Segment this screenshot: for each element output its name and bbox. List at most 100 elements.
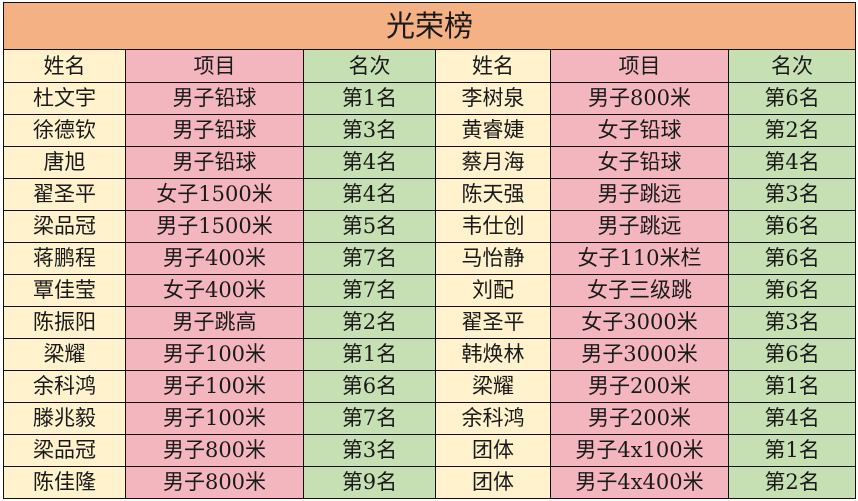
rank-cell[interactable]: 第9名 [303, 466, 436, 499]
table-row: 梁品冠 男子1500米 第5名 韦仕创 男子跳远 第6名 [3, 210, 857, 243]
header-event[interactable]: 项目 [125, 49, 304, 83]
rank-cell[interactable]: 第7名 [303, 274, 436, 307]
event-cell[interactable]: 男子跳高 [125, 306, 304, 339]
name-cell[interactable]: 韦仕创 [435, 210, 551, 243]
rank-cell[interactable]: 第5名 [303, 210, 436, 243]
name-cell[interactable]: 蔡月海 [435, 146, 551, 179]
event-cell[interactable]: 男子200米 [550, 370, 729, 403]
header-rank[interactable]: 名次 [727, 49, 857, 83]
rank-cell[interactable]: 第1名 [727, 434, 857, 467]
rank-cell[interactable]: 第3名 [303, 434, 436, 467]
header-name[interactable]: 姓名 [3, 49, 126, 83]
header-rank[interactable]: 名次 [303, 49, 436, 83]
event-cell[interactable]: 女子三级跳 [550, 274, 729, 307]
name-cell[interactable]: 翟圣平 [3, 178, 126, 211]
event-cell[interactable]: 男子铅球 [125, 82, 304, 115]
name-cell[interactable]: 团体 [435, 466, 551, 499]
name-cell[interactable]: 韩焕林 [435, 338, 551, 371]
name-cell[interactable]: 陈振阳 [3, 306, 126, 339]
name-cell[interactable]: 余科鸿 [3, 370, 126, 403]
name-cell[interactable]: 滕兆毅 [3, 402, 126, 435]
rank-cell[interactable]: 第6名 [727, 82, 857, 115]
event-cell[interactable]: 男子800米 [125, 434, 304, 467]
rank-cell[interactable]: 第1名 [727, 370, 857, 403]
header-row: 姓名 项目 名次 姓名 项目 名次 [3, 49, 857, 83]
table-row: 覃佳莹 女子400米 第7名 刘配 女子三级跳 第6名 [3, 274, 857, 307]
table-row: 滕兆毅 男子100米 第7名 余科鸿 男子200米 第4名 [3, 402, 857, 435]
rank-cell[interactable]: 第7名 [303, 402, 436, 435]
event-cell[interactable]: 男子铅球 [125, 146, 304, 179]
header-name[interactable]: 姓名 [435, 49, 551, 83]
table-row: 翟圣平 女子1500米 第4名 陈天强 男子跳远 第3名 [3, 178, 857, 211]
event-cell[interactable]: 男子100米 [125, 402, 304, 435]
rank-cell[interactable]: 第4名 [727, 146, 857, 179]
rank-cell[interactable]: 第6名 [303, 370, 436, 403]
name-cell[interactable]: 李树泉 [435, 82, 551, 115]
name-cell[interactable]: 徐德钦 [3, 114, 126, 147]
name-cell[interactable]: 马怡静 [435, 242, 551, 275]
name-cell[interactable]: 唐旭 [3, 146, 126, 179]
name-cell[interactable]: 陈天强 [435, 178, 551, 211]
table-row: 余科鸿 男子100米 第6名 梁耀 男子200米 第1名 [3, 370, 857, 403]
event-cell[interactable]: 女子110米栏 [550, 242, 729, 275]
event-cell[interactable]: 男子800米 [550, 82, 729, 115]
rank-cell[interactable]: 第6名 [727, 274, 857, 307]
table-row: 徐德钦 男子铅球 第3名 黄睿婕 女子铅球 第2名 [3, 114, 857, 147]
event-cell[interactable]: 男子4x400米 [550, 466, 729, 499]
name-cell[interactable]: 梁耀 [435, 370, 551, 403]
event-cell[interactable]: 男子铅球 [125, 114, 304, 147]
table-row: 陈振阳 男子跳高 第2名 翟圣平 女子3000米 第3名 [3, 306, 857, 339]
rank-cell[interactable]: 第6名 [727, 242, 857, 275]
table-row: 陈佳隆 男子800米 第9名 团体 男子4x400米 第2名 [3, 466, 857, 499]
name-cell[interactable]: 覃佳莹 [3, 274, 126, 307]
event-cell[interactable]: 男子跳远 [550, 210, 729, 243]
rank-cell[interactable]: 第2名 [727, 114, 857, 147]
name-cell[interactable]: 陈佳隆 [3, 466, 126, 499]
name-cell[interactable]: 团体 [435, 434, 551, 467]
rank-cell[interactable]: 第6名 [727, 338, 857, 371]
name-cell[interactable]: 刘配 [435, 274, 551, 307]
rank-cell[interactable]: 第4名 [303, 146, 436, 179]
rank-cell[interactable]: 第2名 [727, 466, 857, 499]
table-row: 蒋鹏程 男子400米 第7名 马怡静 女子110米栏 第6名 [3, 242, 857, 275]
event-cell[interactable]: 男子1500米 [125, 210, 304, 243]
rank-cell[interactable]: 第3名 [727, 178, 857, 211]
rank-cell[interactable]: 第3名 [303, 114, 436, 147]
rank-cell[interactable]: 第7名 [303, 242, 436, 275]
rank-cell[interactable]: 第1名 [303, 338, 436, 371]
event-cell[interactable]: 男子3000米 [550, 338, 729, 371]
title-cell[interactable]: 光荣榜 [2, 2, 857, 50]
rank-cell[interactable]: 第4名 [303, 178, 436, 211]
event-cell[interactable]: 女子1500米 [125, 178, 304, 211]
rank-cell[interactable]: 第6名 [727, 210, 857, 243]
table-row: 杜文宇 男子铅球 第1名 李树泉 男子800米 第6名 [3, 82, 857, 115]
rank-cell[interactable]: 第3名 [727, 306, 857, 339]
name-cell[interactable]: 黄睿婕 [435, 114, 551, 147]
event-cell[interactable]: 女子400米 [125, 274, 304, 307]
header-event[interactable]: 项目 [550, 49, 729, 83]
name-cell[interactable]: 翟圣平 [435, 306, 551, 339]
table-row: 梁品冠 男子800米 第3名 团体 男子4x100米 第1名 [3, 434, 857, 467]
event-cell[interactable]: 男子跳远 [550, 178, 729, 211]
rank-cell[interactable]: 第2名 [303, 306, 436, 339]
event-cell[interactable]: 女子3000米 [550, 306, 729, 339]
event-cell[interactable]: 男子200米 [550, 402, 729, 435]
name-cell[interactable]: 蒋鹏程 [3, 242, 126, 275]
table-row: 唐旭 男子铅球 第4名 蔡月海 女子铅球 第4名 [3, 146, 857, 179]
name-cell[interactable]: 梁品冠 [3, 210, 126, 243]
name-cell[interactable]: 梁耀 [3, 338, 126, 371]
event-cell[interactable]: 男子100米 [125, 338, 304, 371]
event-cell[interactable]: 男子800米 [125, 466, 304, 499]
rank-cell[interactable]: 第4名 [727, 402, 857, 435]
event-cell[interactable]: 女子铅球 [550, 114, 729, 147]
table-row: 梁耀 男子100米 第1名 韩焕林 男子3000米 第6名 [3, 338, 857, 371]
name-cell[interactable]: 梁品冠 [3, 434, 126, 467]
event-cell[interactable]: 男子100米 [125, 370, 304, 403]
name-cell[interactable]: 余科鸿 [435, 402, 551, 435]
event-cell[interactable]: 女子铅球 [550, 146, 729, 179]
name-cell[interactable]: 杜文宇 [3, 82, 126, 115]
event-cell[interactable]: 男子4x100米 [550, 434, 729, 467]
rank-cell[interactable]: 第1名 [303, 82, 436, 115]
event-cell[interactable]: 男子400米 [125, 242, 304, 275]
